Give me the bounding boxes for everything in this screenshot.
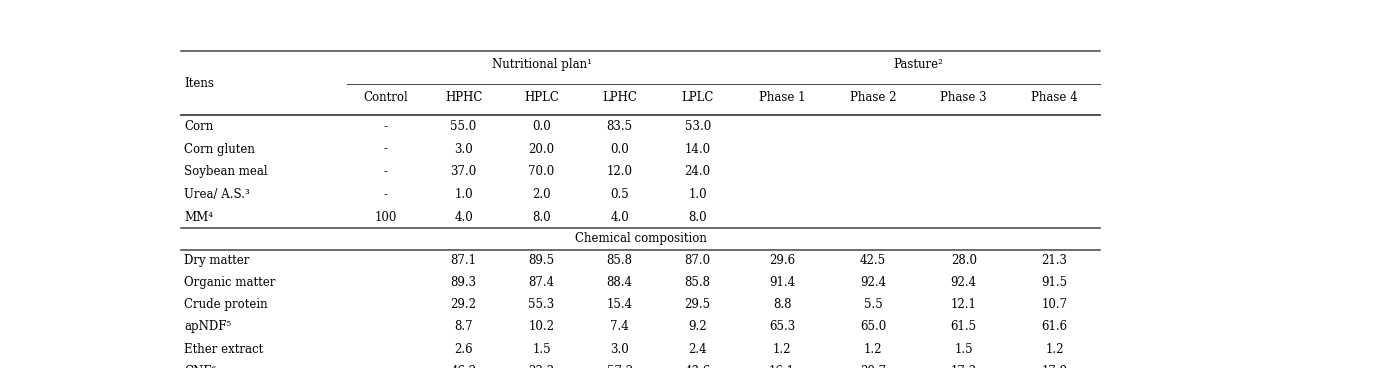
Text: MM⁴: MM⁴ <box>185 210 214 223</box>
Text: 20.7: 20.7 <box>860 365 885 368</box>
Text: 7.4: 7.4 <box>611 321 629 333</box>
Text: 29.6: 29.6 <box>769 254 796 267</box>
Text: Chemical composition: Chemical composition <box>575 233 706 245</box>
Text: 10.7: 10.7 <box>1041 298 1067 311</box>
Text: 61.6: 61.6 <box>1041 321 1067 333</box>
Text: Control: Control <box>363 92 408 105</box>
Text: 8.0: 8.0 <box>688 210 707 223</box>
Text: 2.4: 2.4 <box>688 343 707 355</box>
Text: Corn gluten: Corn gluten <box>185 142 255 156</box>
Text: Pasture²: Pasture² <box>894 58 943 71</box>
Text: Nutritional plan¹: Nutritional plan¹ <box>492 58 592 71</box>
Text: 1.5: 1.5 <box>954 343 974 355</box>
Text: 20.0: 20.0 <box>528 142 554 156</box>
Text: CNF⁶: CNF⁶ <box>185 365 217 368</box>
Text: 1.0: 1.0 <box>454 188 473 201</box>
Text: 89.3: 89.3 <box>451 276 477 289</box>
Text: 23.3: 23.3 <box>528 365 554 368</box>
Text: LPHC: LPHC <box>603 92 637 105</box>
Text: Dry matter: Dry matter <box>185 254 250 267</box>
Text: HPHC: HPHC <box>445 92 483 105</box>
Text: 5.5: 5.5 <box>863 298 883 311</box>
Text: 88.4: 88.4 <box>607 276 633 289</box>
Text: Soybean meal: Soybean meal <box>185 165 268 178</box>
Text: Itens: Itens <box>185 77 214 90</box>
Text: 1.5: 1.5 <box>532 343 552 355</box>
Text: 87.1: 87.1 <box>451 254 477 267</box>
Text: 46.2: 46.2 <box>451 365 477 368</box>
Text: Crude protein: Crude protein <box>185 298 268 311</box>
Text: 1.2: 1.2 <box>863 343 883 355</box>
Text: 55.0: 55.0 <box>451 120 477 133</box>
Text: 92.4: 92.4 <box>860 276 885 289</box>
Text: 4.0: 4.0 <box>454 210 473 223</box>
Text: 92.4: 92.4 <box>950 276 976 289</box>
Text: 28.0: 28.0 <box>950 254 976 267</box>
Text: 1.0: 1.0 <box>688 188 707 201</box>
Text: 16.1: 16.1 <box>769 365 796 368</box>
Text: -: - <box>383 142 387 156</box>
Text: Phase 4: Phase 4 <box>1031 92 1078 105</box>
Text: 37.0: 37.0 <box>451 165 477 178</box>
Text: 1.2: 1.2 <box>772 343 792 355</box>
Text: 8.8: 8.8 <box>772 298 792 311</box>
Text: Organic matter: Organic matter <box>185 276 276 289</box>
Text: -: - <box>383 120 387 133</box>
Text: 100: 100 <box>374 210 397 223</box>
Text: 55.3: 55.3 <box>528 298 554 311</box>
Text: 21.3: 21.3 <box>1041 254 1067 267</box>
Text: 0.0: 0.0 <box>532 120 552 133</box>
Text: Urea/ A.S.³: Urea/ A.S.³ <box>185 188 250 201</box>
Text: 85.8: 85.8 <box>607 254 633 267</box>
Text: 17.9: 17.9 <box>1041 365 1067 368</box>
Text: 2.0: 2.0 <box>532 188 552 201</box>
Text: 83.5: 83.5 <box>607 120 633 133</box>
Text: 10.2: 10.2 <box>528 321 554 333</box>
Text: 3.0: 3.0 <box>611 343 629 355</box>
Text: 0.5: 0.5 <box>611 188 629 201</box>
Text: -: - <box>383 188 387 201</box>
Text: 9.2: 9.2 <box>688 321 707 333</box>
Text: 53.0: 53.0 <box>684 120 710 133</box>
Text: HPLC: HPLC <box>524 92 558 105</box>
Text: 8.7: 8.7 <box>454 321 473 333</box>
Text: 0.0: 0.0 <box>611 142 629 156</box>
Text: 85.8: 85.8 <box>684 276 710 289</box>
Text: 87.0: 87.0 <box>684 254 710 267</box>
Text: 24.0: 24.0 <box>684 165 710 178</box>
Text: Corn: Corn <box>185 120 214 133</box>
Text: 14.0: 14.0 <box>684 142 710 156</box>
Text: 65.0: 65.0 <box>859 321 887 333</box>
Text: 42.5: 42.5 <box>860 254 885 267</box>
Text: 87.4: 87.4 <box>528 276 554 289</box>
Text: 57.2: 57.2 <box>607 365 633 368</box>
Text: 3.0: 3.0 <box>454 142 473 156</box>
Text: 91.4: 91.4 <box>769 276 796 289</box>
Text: 91.5: 91.5 <box>1041 276 1067 289</box>
Text: 12.1: 12.1 <box>952 298 976 311</box>
Text: Phase 2: Phase 2 <box>849 92 896 105</box>
Text: 29.5: 29.5 <box>684 298 710 311</box>
Text: 70.0: 70.0 <box>528 165 554 178</box>
Text: 29.2: 29.2 <box>451 298 477 311</box>
Text: -: - <box>383 165 387 178</box>
Text: 1.2: 1.2 <box>1045 343 1063 355</box>
Text: 4.0: 4.0 <box>611 210 629 223</box>
Text: 65.3: 65.3 <box>769 321 796 333</box>
Text: 12.0: 12.0 <box>607 165 633 178</box>
Text: Phase 1: Phase 1 <box>758 92 805 105</box>
Text: apNDF⁵: apNDF⁵ <box>185 321 232 333</box>
Text: 2.6: 2.6 <box>454 343 473 355</box>
Text: LPLC: LPLC <box>681 92 714 105</box>
Text: 17.3: 17.3 <box>950 365 976 368</box>
Text: 43.6: 43.6 <box>684 365 710 368</box>
Text: Ether extract: Ether extract <box>185 343 263 355</box>
Text: Phase 3: Phase 3 <box>940 92 987 105</box>
Text: 8.0: 8.0 <box>532 210 552 223</box>
Text: 15.4: 15.4 <box>607 298 633 311</box>
Text: 89.5: 89.5 <box>528 254 554 267</box>
Text: 61.5: 61.5 <box>950 321 976 333</box>
